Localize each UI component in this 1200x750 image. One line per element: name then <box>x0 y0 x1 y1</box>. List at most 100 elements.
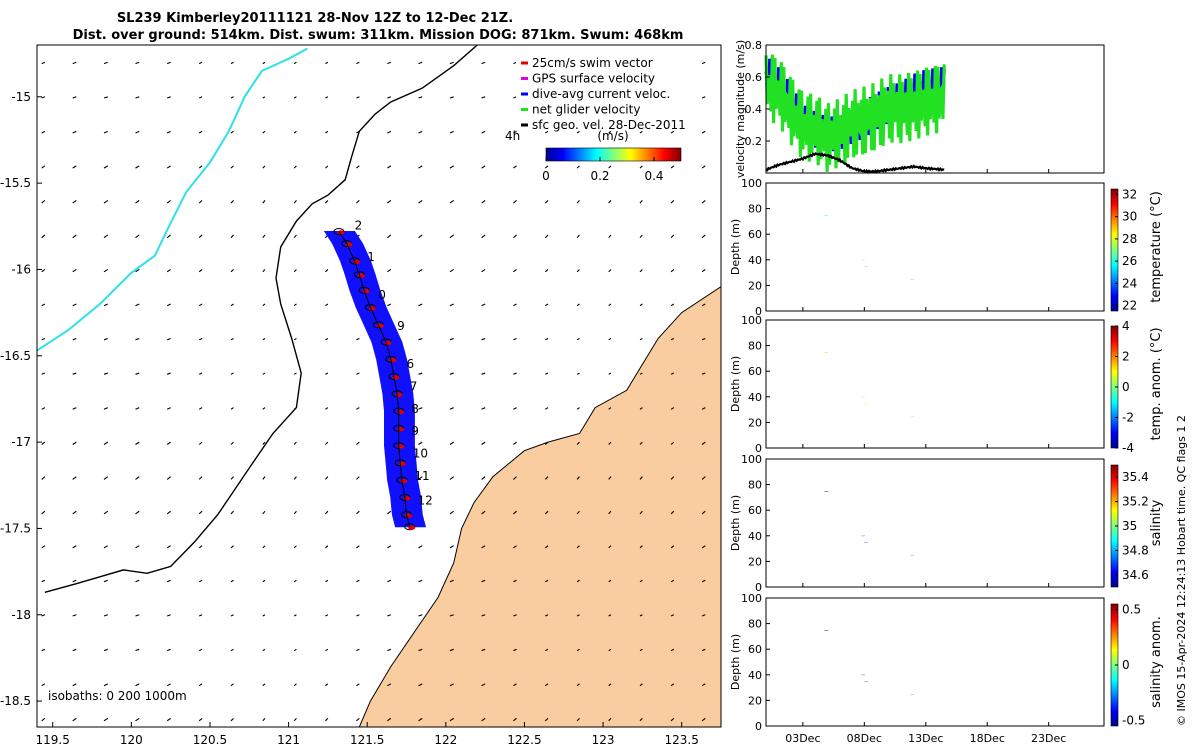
salinity-panel: 35.4 35.2 35 34.8 34.6 salinity 0 20 40 60 80 100 De… <box>729 453 1164 594</box>
day-label: 8 <box>411 402 419 416</box>
map-axes: 119.5 120 120.5 121 121.5 122 122.5 123 123.5-15… <box>0 90 699 747</box>
current-arrow <box>103 648 108 652</box>
current-arrow <box>72 338 77 341</box>
temperature_anomaly-cell <box>824 352 829 353</box>
current-arrow <box>41 579 46 583</box>
current-arrow <box>262 441 266 445</box>
temperature_anomaly-ytick-label: 40 <box>748 391 762 404</box>
current-arrow <box>135 648 140 652</box>
current-arrow <box>198 234 203 239</box>
current-arrow <box>293 545 297 549</box>
map-ytick-label: -15 <box>11 90 31 104</box>
current-arrow <box>449 648 454 652</box>
temperature-cbar-tick-label: 26 <box>1122 254 1137 268</box>
current-arrow <box>418 648 423 652</box>
current-arrow <box>166 130 171 134</box>
day-label: 0 <box>378 288 386 302</box>
current-arrow <box>418 372 423 375</box>
temperature-ytick-label: 40 <box>748 254 762 267</box>
current-arrow <box>701 372 706 375</box>
current-arrow <box>198 338 203 341</box>
current-arrow <box>387 269 392 273</box>
current-arrow <box>576 200 580 204</box>
current-arrow <box>449 579 454 583</box>
current-arrow <box>670 614 675 617</box>
current-arrow <box>166 303 171 307</box>
current-arrow <box>230 683 234 687</box>
current-arrow <box>449 407 454 410</box>
current-arrow <box>545 579 549 583</box>
current-arrow <box>72 165 77 169</box>
current-arrow <box>481 476 486 480</box>
current-arrow <box>449 476 455 480</box>
current-arrow <box>262 476 266 480</box>
map-frame <box>36 44 722 728</box>
map-legend: 25cm/s swim vector GPS surface velocitydi… <box>505 56 686 143</box>
velocity-ytick-label: 0.4 <box>745 103 763 116</box>
salinity_anomaly-xtick-label: 08Dec <box>847 732 882 745</box>
current-arrow <box>262 269 266 273</box>
current-arrow <box>325 96 329 99</box>
current-arrow <box>670 372 675 375</box>
day-label: 2 <box>355 219 363 233</box>
current-arrow <box>608 303 612 307</box>
current-arrow <box>449 234 455 239</box>
current-arrow <box>293 614 297 617</box>
current-arrow <box>103 545 109 549</box>
current-arrow <box>230 510 234 515</box>
current-arrow <box>135 130 140 134</box>
current-arrow <box>72 130 77 134</box>
current-arrow <box>198 407 203 410</box>
current-arrow <box>325 683 329 687</box>
current-arrow <box>41 372 46 375</box>
salinity_anomaly-cbar-tick-label: 0.5 <box>1122 603 1141 617</box>
map-xtick-label: 120.5 <box>193 733 227 747</box>
current-arrow <box>135 510 140 515</box>
temperature-cbar-tick-label: 30 <box>1122 210 1137 224</box>
current-arrow <box>387 614 391 617</box>
current-arrow <box>166 234 171 239</box>
salinity_anomaly-xtick-label: 18Dec <box>970 732 1005 745</box>
current-arrow <box>356 372 360 375</box>
current-arrow <box>481 441 486 445</box>
current-arrow <box>576 407 580 410</box>
current-arrow <box>262 648 266 652</box>
temperature_anomaly-cbar-label: temp. anom. (°C) <box>1149 327 1164 440</box>
colorbar-label: (m/s) <box>597 129 628 143</box>
current-arrow <box>545 303 549 307</box>
salinity_anomaly-ytick-label: 20 <box>748 694 762 707</box>
current-arrow <box>262 234 266 239</box>
current-arrow <box>41 165 46 169</box>
current-arrow <box>166 269 171 273</box>
current-arrow <box>544 200 549 204</box>
current-arrow <box>701 303 706 307</box>
salinity-cbar-tick-label: 35 <box>1122 519 1137 533</box>
current-arrow <box>230 648 234 652</box>
current-arrow <box>608 407 612 410</box>
salinity_anomaly-xtick-label: 13Dec <box>908 732 943 745</box>
current-arrow <box>481 545 486 549</box>
current-arrow <box>418 614 423 617</box>
current-arrow <box>639 648 643 652</box>
current-arrow <box>387 199 392 204</box>
current-arrow <box>513 234 517 239</box>
current-arrow <box>608 234 612 239</box>
current-arrow <box>576 476 580 480</box>
current-arrow <box>418 234 423 239</box>
current-arrow <box>608 441 612 445</box>
current-arrow <box>576 614 580 617</box>
current-arrow <box>513 165 517 169</box>
current-arrow <box>356 61 360 65</box>
current-arrow <box>608 717 612 722</box>
temperature-cbar-tick-label: 22 <box>1122 298 1137 312</box>
map-ytick-label: -16.5 <box>0 349 31 363</box>
velocity-ylabel: velocity magnitude (m/s) <box>734 40 747 178</box>
current-arrow <box>513 510 517 515</box>
current-arrow <box>356 199 360 204</box>
current-arrow <box>387 683 392 687</box>
current-arrow <box>198 510 203 515</box>
current-arrow <box>198 441 203 445</box>
current-arrow <box>230 338 234 341</box>
current-arrow <box>293 338 297 341</box>
